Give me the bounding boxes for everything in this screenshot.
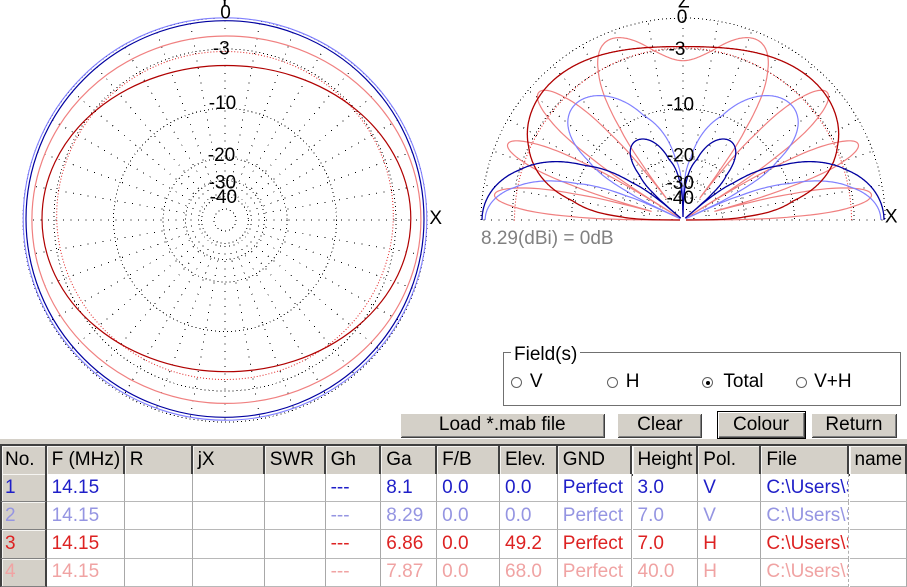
- svg-text:-3: -3: [213, 39, 230, 60]
- svg-text:Y: Y: [218, 0, 231, 12]
- svg-text:-10: -10: [209, 93, 236, 114]
- svg-text:-40: -40: [666, 188, 693, 209]
- svg-text:0: 0: [220, 2, 231, 23]
- svg-text:8.29(dBi) = 0dB: 8.29(dBi) = 0dB: [481, 228, 614, 249]
- svg-text:X: X: [885, 207, 898, 228]
- svg-text:-40: -40: [210, 187, 237, 208]
- svg-text:X: X: [429, 208, 442, 229]
- svg-text:-10: -10: [667, 95, 694, 116]
- svg-text:-30: -30: [209, 173, 236, 194]
- svg-text:-3: -3: [669, 39, 686, 60]
- svg-text:Z: Z: [678, 0, 690, 13]
- svg-text:0: 0: [677, 7, 688, 28]
- svg-text:-20: -20: [667, 145, 694, 166]
- svg-text:-20: -20: [208, 145, 235, 166]
- svg-text:-30: -30: [666, 173, 693, 194]
